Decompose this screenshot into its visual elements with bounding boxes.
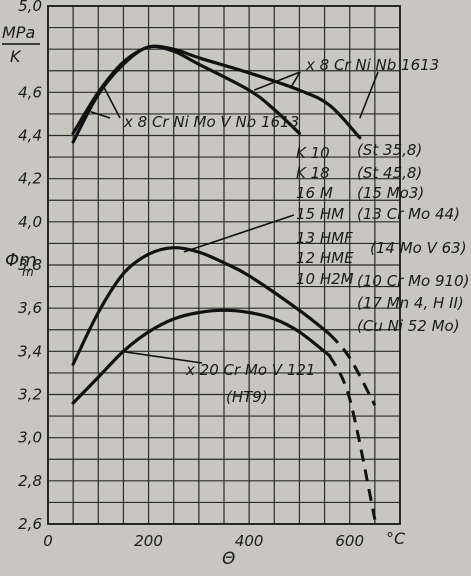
- label-grade-0: K 10: [296, 144, 330, 162]
- label-grade-3: 15 HM: [296, 205, 344, 223]
- series-dashed-2: [328, 333, 377, 407]
- label-ht9: (HT9): [226, 388, 268, 406]
- y-axis-label: Φm: [5, 250, 37, 271]
- label-din-6: (17 Mn 4, H II): [357, 294, 464, 312]
- series-lines: [71, 44, 377, 521]
- y-tick-label: 3,0: [18, 429, 42, 447]
- x-tick-label: 200: [134, 532, 163, 550]
- label-leader-line: [183, 214, 295, 253]
- label-grade-1: K 18: [296, 164, 330, 182]
- label-leader-line: [90, 110, 111, 119]
- label-grade-2: 16 M: [296, 184, 333, 202]
- series-dashed-3: [328, 354, 377, 521]
- series-line-2: [71, 246, 332, 366]
- label-leader-line: [359, 71, 379, 119]
- y-tick-label: 2,6: [18, 515, 42, 533]
- y-unit-numerator: MPa: [2, 23, 35, 42]
- y-unit-denominator: K: [10, 47, 22, 66]
- x-tick-label: 600: [335, 532, 364, 550]
- y-tick-label: 5,0: [18, 0, 42, 15]
- label-din-2: (15 Mo3): [357, 184, 424, 202]
- annotations: MPa K Φm m Θ °C x 8 Cr Ni Nb 1613 x 8 Cr…: [2, 23, 470, 569]
- y-tick-label: 3,4: [18, 342, 42, 360]
- label-leader-line: [103, 87, 121, 119]
- label-din-1: (St 45,8): [357, 164, 422, 182]
- y-axis-subscript: m: [22, 265, 34, 279]
- label-leader-line: [120, 350, 203, 364]
- label-din-7: (Cu Ni 52 Mo): [357, 317, 460, 335]
- label-din-4: (14 Mo V 63): [370, 239, 467, 257]
- label-grade-4: 13 HMF: [296, 229, 353, 247]
- y-tick-label: 4,4: [18, 127, 42, 145]
- label-din-0: (St 35,8): [357, 141, 422, 159]
- label-leaders: [90, 71, 379, 364]
- series-line-1: [71, 44, 301, 144]
- label-din-3: (13 Cr Mo 44): [357, 205, 460, 223]
- label-x8crnimovnb1613: x 8 Cr Ni Mo V Nb 1613: [123, 113, 299, 131]
- label-grade-5: 12 HME: [296, 249, 354, 267]
- x-axis-label: Θ: [222, 549, 235, 569]
- label-din-5: (10 Cr Mo 910): [357, 272, 470, 290]
- y-tick-label: 3,8: [18, 256, 42, 274]
- series-line-3: [71, 308, 332, 405]
- y-tick-label: 4,0: [18, 213, 42, 231]
- plot-frame: [47, 5, 401, 525]
- y-tick-label: 4,6: [18, 83, 42, 101]
- tick-labels: 2,6 2,8 3,0 3,2 3,4 3,6 3,8 4,0 4,2 4,4 4,6 5,0 0 200…: [18, 0, 364, 550]
- label-x8crninb1613: x 8 Cr Ni Nb 1613: [305, 56, 439, 74]
- x-axis-unit: °C: [386, 529, 406, 548]
- label-grade-6: 10 H2M: [296, 270, 354, 288]
- label-leader-line: [291, 71, 301, 87]
- label-x20crmov121: x 20 Cr Mo V 121: [185, 361, 315, 379]
- label-leader-line: [253, 71, 301, 91]
- y-tick-label: 3,6: [18, 299, 42, 317]
- x-tick-label: 0: [43, 532, 53, 550]
- y-tick-label: 3,2: [18, 386, 42, 404]
- y-tick-label: 4,2: [18, 170, 42, 188]
- y-tick-label: 2,8: [18, 472, 42, 490]
- x-tick-label: 400: [235, 532, 264, 550]
